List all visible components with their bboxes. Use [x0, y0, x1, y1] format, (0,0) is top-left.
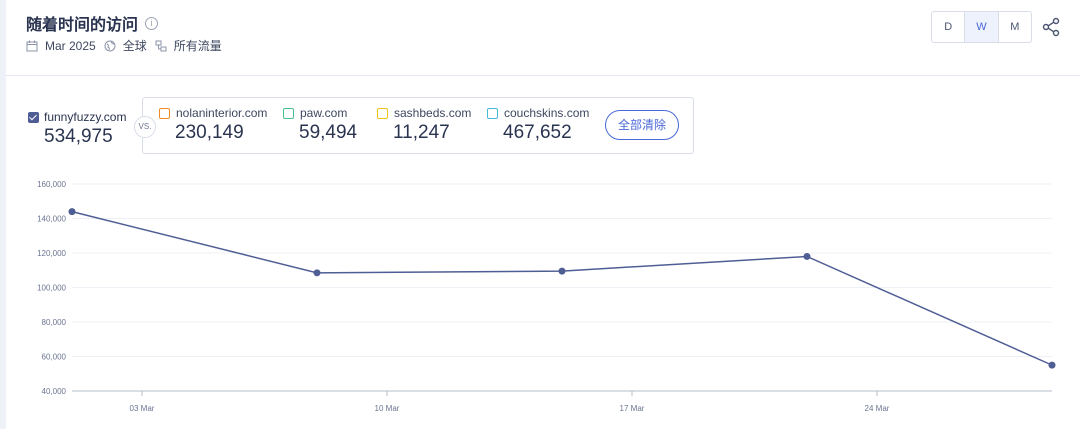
- competitors-box: nolaninterior.com 230,149 paw.com 59,494…: [142, 97, 694, 154]
- share-icon[interactable]: [1042, 17, 1060, 37]
- competitor-domain: couchskins.com: [504, 106, 590, 120]
- y-tick-label: 60,000: [42, 353, 67, 362]
- series-line: [71, 210, 1053, 366]
- competitor-item[interactable]: paw.com 59,494: [283, 106, 357, 144]
- filter-meta: Mar 2025 全球 所有流量: [26, 37, 230, 54]
- competitor-item[interactable]: sashbeds.com 11,247: [377, 106, 471, 144]
- x-tick-label: 10 Mar: [375, 404, 400, 413]
- y-tick-label: 80,000: [42, 318, 67, 327]
- y-tick-label: 100,000: [37, 284, 66, 293]
- card-title: 随着时间的访问 i: [26, 11, 159, 35]
- calendar-icon: [26, 40, 38, 51]
- traffic-label: 所有流量: [173, 39, 222, 53]
- x-tick-label: 17 Mar: [620, 404, 645, 413]
- competitor-domain: nolaninterior.com: [176, 106, 268, 120]
- period-toggle: D W M: [931, 11, 1032, 43]
- competitor-item[interactable]: couchskins.com 467,652: [487, 106, 589, 144]
- period-month-button[interactable]: M: [1010, 21, 1020, 33]
- data-point: [1048, 361, 1056, 369]
- data-point: [558, 267, 566, 275]
- data-point: [803, 252, 811, 260]
- competitor-value: 467,652: [503, 122, 572, 143]
- competitor-domain: sashbeds.com: [394, 106, 472, 120]
- card-header: 随着时间的访问 i Mar 2025 全球 所有流量: [6, 0, 1080, 76]
- region-label: 全球: [122, 39, 147, 53]
- data-point: [68, 208, 76, 216]
- competitor-item[interactable]: nolaninterior.com 230,149: [159, 106, 267, 144]
- y-tick-label: 120,000: [37, 249, 66, 258]
- y-tick-label: 160,000: [37, 180, 66, 189]
- date-label: Mar 2025: [45, 38, 96, 53]
- card-title-text: 随着时间的访问: [26, 17, 139, 34]
- competitor-color-square[interactable]: [377, 107, 388, 119]
- visits-line-chart: 40,000 60,000 80,000 100,000 120,000 140,000 1…: [37, 180, 1056, 413]
- visits-over-time-card: 随着时间的访问 i Mar 2025 全球 所有流量: [6, 0, 1080, 429]
- competitor-value: 59,494: [299, 122, 358, 143]
- info-icon[interactable]: i: [145, 16, 159, 30]
- globe-icon: [104, 40, 116, 51]
- competitor-value: 11,247: [393, 122, 450, 143]
- x-tick-label: 03 Mar: [130, 404, 155, 413]
- y-tick-label: 140,000: [37, 215, 66, 224]
- period-week-button[interactable]: W: [964, 12, 999, 42]
- data-point: [313, 269, 321, 277]
- competitor-color-square[interactable]: [487, 107, 498, 119]
- x-tick-label: 24 Mar: [865, 404, 890, 413]
- primary-site: funnyfuzzy.com 534,975: [28, 110, 126, 148]
- competitor-domain: paw.com: [300, 106, 348, 120]
- traffic-icon: [155, 40, 167, 51]
- primary-checkbox[interactable]: [28, 111, 39, 123]
- competitor-value: 230,149: [175, 122, 244, 143]
- primary-value: 534,975: [44, 126, 113, 147]
- competitor-color-square[interactable]: [283, 107, 294, 119]
- primary-domain: funnyfuzzy.com: [44, 110, 127, 124]
- y-tick-label: 40,000: [42, 387, 67, 396]
- vs-badge: VS.: [134, 116, 156, 138]
- clear-all-button[interactable]: 全部清除: [605, 110, 679, 140]
- period-day-button[interactable]: D: [944, 21, 953, 33]
- competitor-color-square[interactable]: [159, 107, 170, 119]
